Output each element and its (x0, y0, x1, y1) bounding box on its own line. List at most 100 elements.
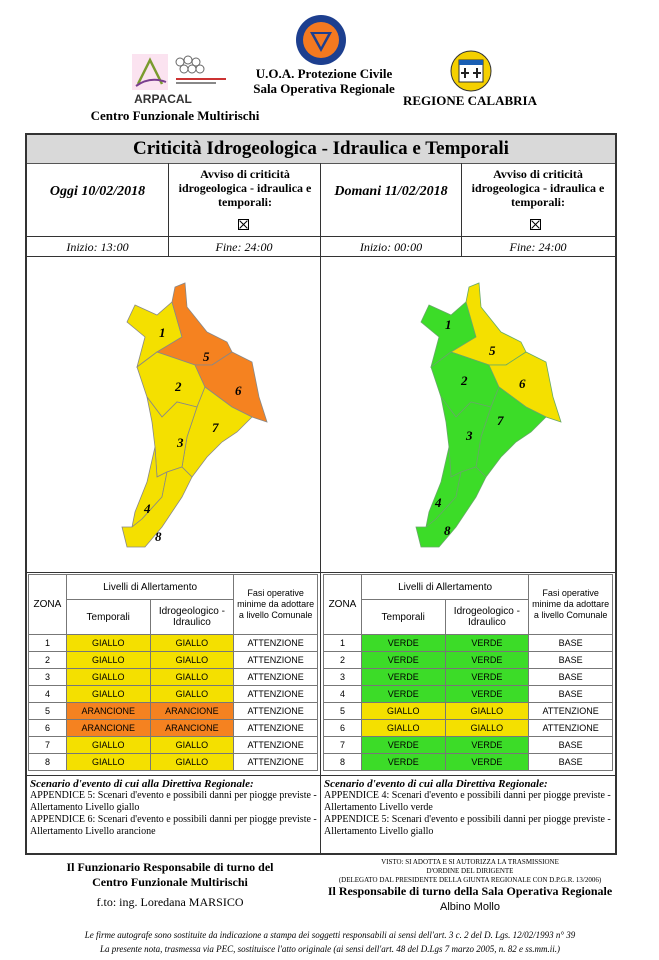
day1-idro-cell: ARANCIONE (149, 719, 235, 737)
day1-fase-cell: ATTENZIONE (233, 634, 318, 652)
day2-scenario-line-1: APPENDICE 4: Scenari d'evento e possibil… (324, 790, 611, 813)
day2-idro-cell: VERDE (444, 753, 530, 771)
day2-idro-cell: GIALLO (444, 719, 530, 737)
uoa-line2: Sala Operativa Regionale (253, 81, 395, 96)
day1-zone-label-5: 5 (203, 349, 210, 364)
day1-zone-label-3: 3 (176, 435, 184, 450)
day1-zone-label-7: 7 (212, 420, 219, 435)
day2-inizio: Inizio: 00:00 (359, 240, 423, 254)
day2-avviso-checkbox[interactable] (530, 219, 541, 230)
day1-scenario-line-1: APPENDICE 5: Scenari d'evento e possibil… (30, 790, 317, 813)
centro-funzionale-name: Centro Funzionale Multirischi (90, 108, 260, 123)
visto-block: VISTO: SI ADOTTA E SI AUTORIZZA LA TRASM… (320, 858, 620, 885)
day1-map-svg: 1 2 3 4 5 6 7 8 (121, 282, 268, 548)
day2-zona-cell: 2 (323, 651, 362, 669)
day1-temporali-cell: ARANCIONE (65, 702, 151, 720)
day2-zona-cell: 4 (323, 685, 362, 703)
funzionario-line1: Il Funzionario Responsabile di turno del (66, 860, 274, 874)
day1-idro-cell: GIALLO (149, 651, 235, 669)
region-name: REGIONE CALABRIA (403, 93, 537, 108)
day1-scenario: Scenario d'evento di cui alla Direttiva … (30, 778, 318, 838)
day1-idro-cell: ARANCIONE (149, 702, 235, 720)
table-row-divider (27, 775, 615, 776)
day2-scenario-title: Scenario d'evento di cui alla Direttiva … (324, 778, 548, 790)
day1-idro-cell: GIALLO (149, 753, 235, 771)
day2-table-row: 1 VERDE VERDE BASE (323, 634, 613, 652)
day1-table-row: 6 ARANCIONE ARANCIONE ATTENZIONE (28, 719, 318, 737)
day1-fase-cell: ATTENZIONE (233, 651, 318, 669)
day2-fine: Fine: 24:00 (509, 240, 567, 254)
day2-table-row: 6 GIALLO GIALLO ATTENZIONE (323, 719, 613, 737)
day1-fase-cell: ATTENZIONE (233, 702, 318, 720)
day1-zone-label-4: 4 (143, 501, 151, 516)
day2-temporali-cell: VERDE (360, 651, 446, 669)
day2-idro-header: Idrogeologico - Idraulico (444, 599, 530, 635)
day1-levels-table: ZONA Livelli di Allertamento Fasi operat… (28, 574, 318, 771)
day2-zone-6 (488, 351, 562, 423)
day2-fase-cell: BASE (528, 685, 613, 703)
day2-zona-cell: 5 (323, 702, 362, 720)
time-row-divider (27, 256, 615, 257)
day1-zona-cell: 6 (28, 719, 67, 737)
day2-scenario-line-2: APPENDICE 5: Scenari d'evento e possibil… (324, 814, 611, 837)
day2-idro-cell: VERDE (444, 668, 530, 686)
center-divider (320, 163, 321, 855)
day2-fase-cell: BASE (528, 651, 613, 669)
day1-zone-label-1: 1 (159, 325, 166, 340)
day2-map-svg: 1 2 3 4 5 6 7 8 (415, 282, 562, 548)
day2-date: Domani 11/02/2018 (334, 184, 448, 199)
day2-zone-label-2: 2 (460, 373, 468, 388)
map-row-divider (27, 572, 615, 573)
day1-idro-cell: GIALLO (149, 634, 235, 652)
day1-table-row: 5 ARANCIONE ARANCIONE ATTENZIONE (28, 702, 318, 720)
day2-temporali-header: Temporali (360, 599, 446, 635)
day2-temporali-cell: GIALLO (360, 702, 446, 720)
day2-zone-label-5: 5 (489, 343, 496, 358)
day2-fase-cell: BASE (528, 668, 613, 686)
day2-table-row: 7 VERDE VERDE BASE (323, 736, 613, 754)
day1-scenario-title: Scenario d'evento di cui alla Direttiva … (30, 778, 254, 790)
day1-fase-cell: ATTENZIONE (233, 753, 318, 771)
day1-livelli-header: Livelli di Allertamento (65, 574, 235, 600)
funzionario-heading: Il Funzionario Responsabile di turno del… (30, 860, 310, 890)
responsabile-name: Albino Mollo (440, 901, 500, 913)
day1-idro-cell: GIALLO (149, 685, 235, 703)
day1-zona-cell: 5 (28, 702, 67, 720)
pec-note: La presente nota, trasmessa via PEC, sos… (99, 944, 560, 954)
funzionario-signature: f.to: ing. Loredana MARSICO (96, 895, 244, 909)
day2-zone-label-4: 4 (434, 495, 442, 510)
day1-fase-cell: ATTENZIONE (233, 736, 318, 754)
day2-header-divider (461, 163, 462, 256)
day2-idro-cell: GIALLO (444, 702, 530, 720)
region-coat-of-arms-icon (450, 50, 492, 92)
day1-table-row: 7 GIALLO GIALLO ATTENZIONE (28, 736, 318, 754)
day2-fase-cell: BASE (528, 634, 613, 652)
day2-zona-cell: 3 (323, 668, 362, 686)
visto-line3: (DELEGATO DAL PRESIDENTE DELLA GIUNTA RE… (338, 876, 602, 884)
day1-avviso-checkbox[interactable] (238, 219, 249, 230)
day1-zona-header: ZONA (28, 574, 67, 635)
day1-temporali-cell: GIALLO (65, 753, 151, 771)
day1-temporali-cell: ARANCIONE (65, 719, 151, 737)
day2-temporali-cell: VERDE (360, 736, 446, 754)
day1-map: 1 2 3 4 5 6 7 8 (27, 257, 321, 573)
visto-line2: D'ORDINE DEL DIRIGENTE (426, 867, 514, 875)
day2-scenario: Scenario d'evento di cui alla Direttiva … (324, 778, 612, 838)
day1-temporali-cell: GIALLO (65, 668, 151, 686)
day2-fase-cell: ATTENZIONE (528, 702, 613, 720)
day2-livelli-header: Livelli di Allertamento (360, 574, 530, 600)
day2-idro-cell: VERDE (444, 685, 530, 703)
day1-zona-cell: 1 (28, 634, 67, 652)
day2-zona-cell: 6 (323, 719, 362, 737)
day1-zone-label-2: 2 (174, 379, 182, 394)
header-row-divider (27, 236, 615, 237)
day1-table-row: 3 GIALLO GIALLO ATTENZIONE (28, 668, 318, 686)
day1-fine: Fine: 24:00 (215, 240, 273, 254)
day2-zona-cell: 7 (323, 736, 362, 754)
day1-temporali-cell: GIALLO (65, 634, 151, 652)
day2-zone-8 (415, 466, 487, 548)
responsabile-heading: Il Responsabile di turno della Sala Oper… (327, 884, 613, 898)
day1-temporali-cell: GIALLO (65, 736, 151, 754)
day1-zone-8 (121, 466, 193, 548)
day1-avviso-label: Avviso di criticità idrogeologica - idra… (178, 167, 312, 209)
